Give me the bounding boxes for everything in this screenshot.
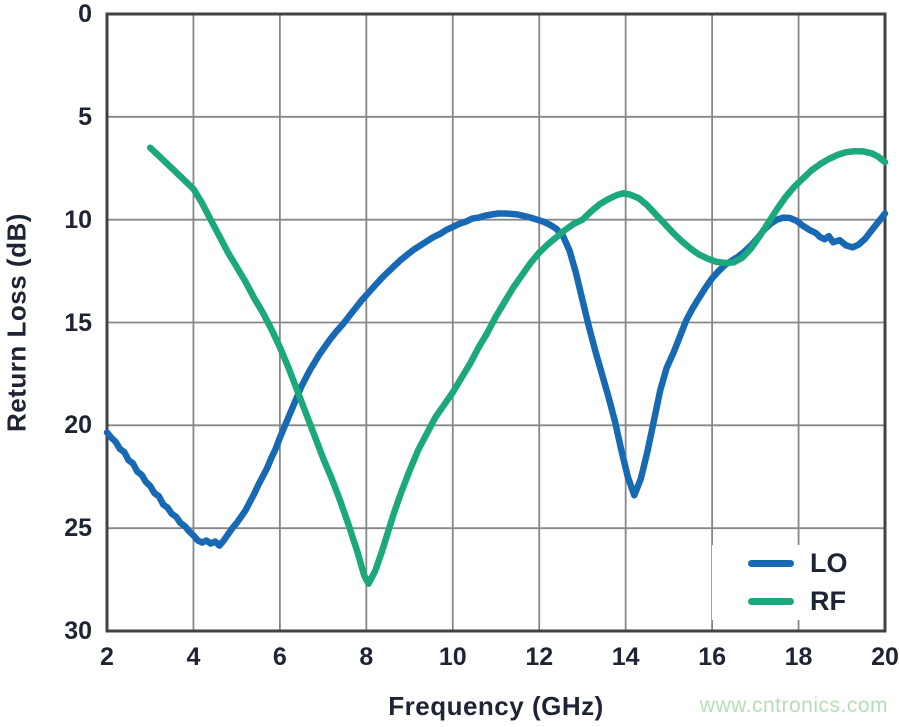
legend-item-lo: LO xyxy=(712,550,882,577)
x-tick-label: 6 xyxy=(272,643,287,671)
x-tick-label: 16 xyxy=(698,643,727,671)
watermark: www.cntronics.com xyxy=(699,694,888,717)
y-tick-label: 30 xyxy=(64,617,92,645)
y-tick-label: 5 xyxy=(78,102,92,131)
y-tick-label: 20 xyxy=(64,411,92,440)
y-tick-label: 10 xyxy=(64,205,92,234)
x-tick-label: 2 xyxy=(100,643,114,671)
x-tick-label: 14 xyxy=(611,643,640,671)
x-axis-title: Frequency (GHz) xyxy=(388,691,604,721)
x-tick-label: 20 xyxy=(871,643,899,671)
legend-item-rf: RF xyxy=(712,588,882,615)
x-tick-label: 10 xyxy=(438,643,467,671)
x-tick-label: 8 xyxy=(359,643,374,671)
x-tick-label: 12 xyxy=(525,643,554,671)
y-tick-label: 25 xyxy=(64,514,92,543)
rf-line-swatch xyxy=(748,598,794,605)
legend-label-rf: RF xyxy=(810,586,846,616)
x-tick-label: 18 xyxy=(784,643,813,671)
x-tick-label: 4 xyxy=(186,643,201,671)
y-tick-label: 15 xyxy=(64,308,92,337)
legend: LO RF xyxy=(712,545,882,620)
legend-label-lo: LO xyxy=(810,548,848,578)
y-tick-label: 0 xyxy=(78,0,92,28)
lo-line-swatch xyxy=(748,560,794,567)
